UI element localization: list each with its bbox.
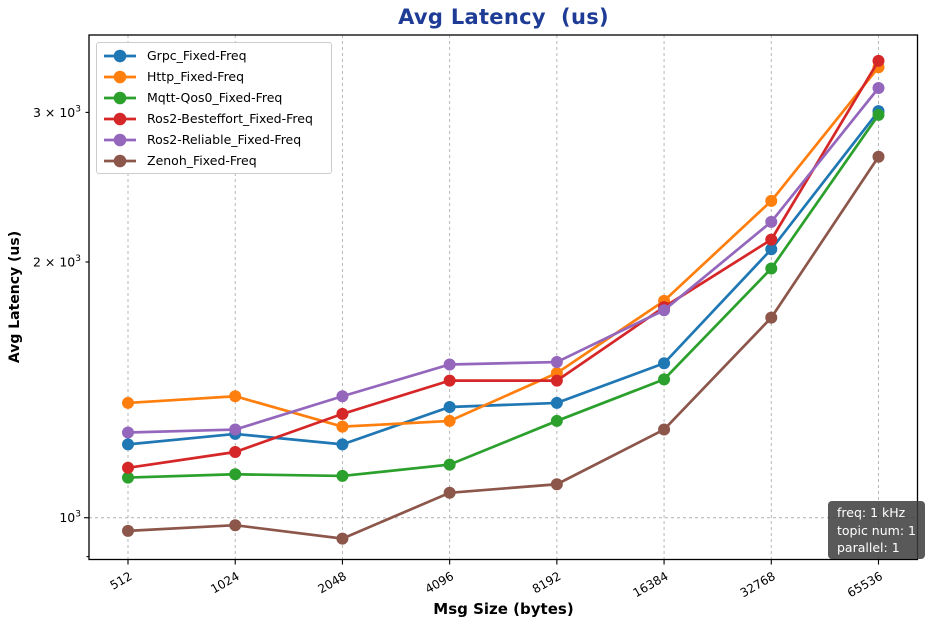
data-point-Mqtt-Qos0_Fixed-Freq — [658, 373, 671, 386]
data-point-Zenoh_Fixed-Freq — [872, 150, 885, 163]
legend-line-marker-icon — [104, 112, 136, 125]
data-point-Http_Fixed-Freq — [765, 194, 778, 207]
data-point-Zenoh_Fixed-Freq — [658, 423, 671, 436]
legend-item: Ros2-Reliable_Fixed-Freq — [103, 129, 325, 150]
data-point-Ros2-Reliable_Fixed-Freq — [658, 304, 671, 317]
legend-line-marker-icon — [104, 91, 136, 104]
x-tick-label: 2048 — [315, 569, 348, 596]
x-axis-label: Msg Size (bytes) — [433, 600, 574, 618]
annotation-box: freq: 1 kHz topic num: 1 parallel: 1 — [828, 501, 925, 559]
legend-label: Mqtt-Qos0_Fixed-Freq — [147, 90, 283, 105]
data-point-Grpc_Fixed-Freq — [443, 401, 456, 414]
x-tick-label: 32768 — [738, 569, 778, 600]
series-line-Ros2-Reliable_Fixed-Freq — [127, 87, 880, 434]
data-point-Ros2-Reliable_Fixed-Freq — [765, 215, 778, 228]
y-tick-label: 2 × 103 — [33, 254, 81, 270]
data-point-Grpc_Fixed-Freq — [550, 396, 563, 409]
data-point-Ros2-Reliable_Fixed-Freq — [872, 81, 885, 94]
data-point-Http_Fixed-Freq — [443, 414, 456, 427]
series-line-Grpc_Fixed-Freq — [127, 110, 880, 446]
data-point-Grpc_Fixed-Freq — [765, 243, 778, 256]
x-tick-label: 8192 — [530, 569, 563, 596]
data-point-Mqtt-Qos0_Fixed-Freq — [229, 468, 242, 481]
legend-item: Http_Fixed-Freq — [103, 66, 325, 87]
data-point-Http_Fixed-Freq — [229, 390, 242, 403]
data-point-Ros2-Besteffort_Fixed-Freq — [872, 54, 885, 67]
annotation-line-topics: topic num: 1 — [837, 522, 916, 538]
legend-line-marker-icon — [104, 133, 136, 146]
data-point-Ros2-Besteffort_Fixed-Freq — [443, 374, 456, 387]
data-point-Grpc_Fixed-Freq — [658, 357, 671, 370]
series-line-Zenoh_Fixed-Freq — [127, 156, 880, 541]
legend: Grpc_Fixed-Freq Http_Fixed-Freq Mqtt-Qos… — [96, 42, 332, 174]
data-point-Http_Fixed-Freq — [336, 420, 349, 433]
series-line-Http_Fixed-Freq — [127, 66, 880, 429]
legend-label: Ros2-Besteffort_Fixed-Freq — [147, 111, 313, 126]
legend-line-marker-icon — [104, 49, 136, 62]
data-point-Mqtt-Qos0_Fixed-Freq — [765, 262, 778, 275]
data-point-Ros2-Besteffort_Fixed-Freq — [122, 461, 134, 474]
data-point-Http_Fixed-Freq — [122, 396, 134, 409]
data-point-Ros2-Besteffort_Fixed-Freq — [765, 233, 778, 246]
legend-line-marker-icon — [104, 70, 136, 83]
y-tick-label: 103 — [59, 510, 81, 526]
chart-title: Avg Latency (us) — [398, 5, 609, 29]
legend-label: Zenoh_Fixed-Freq — [147, 153, 257, 168]
plot-border — [88, 34, 919, 561]
data-point-Zenoh_Fixed-Freq — [443, 486, 456, 499]
annotation-line-freq: freq: 1 kHz — [837, 505, 906, 520]
x-tick-label: 512 — [108, 569, 135, 593]
data-point-Ros2-Besteffort_Fixed-Freq — [229, 446, 242, 459]
data-point-Mqtt-Qos0_Fixed-Freq — [443, 458, 456, 471]
x-tick-label: 4096 — [423, 569, 456, 596]
data-point-Grpc_Fixed-Freq — [336, 438, 349, 451]
data-point-Ros2-Reliable_Fixed-Freq — [550, 356, 563, 369]
legend-label: Http_Fixed-Freq — [147, 69, 245, 84]
data-point-Mqtt-Qos0_Fixed-Freq — [336, 469, 349, 482]
y-tick-label: 3 × 103 — [33, 104, 81, 120]
series-line-Ros2-Besteffort_Fixed-Freq — [127, 60, 880, 470]
x-tick-label: 65536 — [845, 569, 885, 600]
legend-item: Mqtt-Qos0_Fixed-Freq — [103, 87, 325, 108]
data-point-Grpc_Fixed-Freq — [122, 438, 134, 451]
data-point-Ros2-Reliable_Fixed-Freq — [229, 423, 242, 436]
legend-item: Zenoh_Fixed-Freq — [103, 150, 325, 171]
data-point-Zenoh_Fixed-Freq — [229, 519, 242, 532]
data-point-Mqtt-Qos0_Fixed-Freq — [550, 414, 563, 427]
x-tick-label: 16384 — [631, 569, 671, 600]
data-point-Zenoh_Fixed-Freq — [550, 478, 563, 491]
data-point-Mqtt-Qos0_Fixed-Freq — [872, 108, 885, 121]
data-point-Ros2-Reliable_Fixed-Freq — [336, 390, 349, 403]
legend-label: Grpc_Fixed-Freq — [147, 48, 247, 63]
legend-item: Grpc_Fixed-Freq — [103, 45, 325, 66]
data-point-Ros2-Reliable_Fixed-Freq — [443, 358, 456, 371]
data-point-Mqtt-Qos0_Fixed-Freq — [122, 471, 134, 484]
data-point-Zenoh_Fixed-Freq — [122, 524, 134, 537]
series-line-Mqtt-Qos0_Fixed-Freq — [127, 114, 880, 479]
data-point-Zenoh_Fixed-Freq — [765, 311, 778, 324]
data-point-Zenoh_Fixed-Freq — [336, 532, 349, 545]
annotation-line-parallel: parallel: 1 — [837, 540, 900, 555]
data-point-Ros2-Reliable_Fixed-Freq — [122, 426, 134, 439]
data-point-Ros2-Besteffort_Fixed-Freq — [550, 374, 563, 387]
legend-item: Ros2-Besteffort_Fixed-Freq — [103, 108, 325, 129]
data-point-Ros2-Besteffort_Fixed-Freq — [336, 407, 349, 420]
x-tick-label: 1024 — [208, 569, 241, 596]
legend-line-marker-icon — [104, 154, 136, 167]
legend-label: Ros2-Reliable_Fixed-Freq — [147, 132, 302, 147]
